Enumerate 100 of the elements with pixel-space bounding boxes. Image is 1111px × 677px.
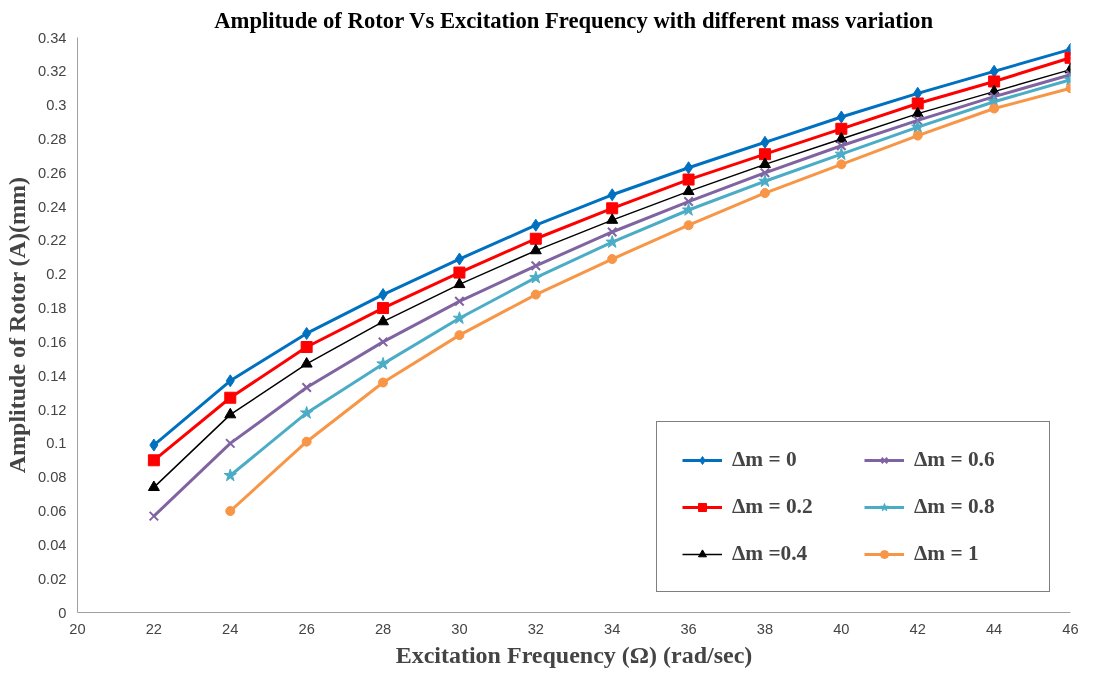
- y-tick-label: 0.14: [37, 367, 67, 384]
- point: [759, 167, 771, 179]
- y-tick-label: 0.04: [37, 536, 67, 553]
- point: [606, 226, 618, 238]
- y-tick-label: 0.16: [37, 333, 67, 350]
- point: [607, 188, 617, 202]
- point: [147, 480, 160, 492]
- point: [453, 266, 466, 279]
- y-tick-label: 0.3: [46, 97, 67, 114]
- point: [225, 438, 236, 449]
- y-tick-label: 0.22: [37, 232, 67, 249]
- point: [530, 260, 542, 272]
- point: [834, 147, 849, 160]
- point: [148, 510, 160, 522]
- point: [529, 232, 542, 245]
- point: [835, 122, 848, 135]
- point: [529, 243, 542, 255]
- legend-label: Δm =0.4: [732, 541, 809, 566]
- point: [530, 289, 541, 300]
- point: [452, 311, 467, 324]
- point: [300, 340, 313, 353]
- x-tick-label: 40: [833, 620, 850, 637]
- x-tick-label: 46: [1062, 620, 1079, 637]
- x-tick-label: 30: [451, 620, 468, 637]
- point: [377, 336, 389, 348]
- point: [454, 252, 464, 266]
- point: [911, 97, 924, 110]
- point: [607, 254, 618, 265]
- x-axis-title: Excitation Frequency (Ω) (rad/sec): [395, 641, 753, 668]
- y-tick-label: 0.2: [46, 266, 67, 283]
- point: [911, 106, 924, 118]
- point: [377, 314, 390, 326]
- point: [682, 184, 695, 196]
- y-axis-title: Amplitude of Rotor (A)(mm): [3, 177, 30, 474]
- point: [453, 277, 466, 289]
- point: [758, 157, 771, 169]
- point: [299, 405, 314, 419]
- point: [989, 64, 999, 78]
- point: [684, 161, 694, 175]
- point: [225, 374, 235, 388]
- point: [376, 356, 390, 370]
- point: [301, 436, 312, 447]
- x-tick-label: 24: [222, 620, 239, 637]
- x-tick-label: 34: [604, 620, 621, 637]
- y-tick-label: 0.08: [37, 469, 67, 486]
- point: [454, 296, 465, 307]
- point: [836, 110, 846, 124]
- point: [605, 235, 619, 248]
- point: [912, 130, 923, 141]
- x-tick-label: 42: [909, 620, 926, 637]
- legend-label: Δm = 0.8: [914, 494, 996, 519]
- point: [606, 202, 619, 215]
- x-tick-label: 44: [985, 620, 1003, 637]
- point: [836, 140, 847, 151]
- point: [758, 174, 772, 188]
- point: [988, 75, 1001, 88]
- point: [225, 506, 236, 517]
- y-tick-label: 0.26: [37, 164, 67, 181]
- x-tick-label: 26: [298, 620, 315, 637]
- point: [147, 454, 160, 467]
- y-tick-label: 0.34: [37, 29, 67, 46]
- legend-label: Δm = 0: [732, 447, 798, 472]
- point: [683, 196, 694, 207]
- x-tick-label: 38: [756, 620, 774, 637]
- point: [300, 357, 313, 368]
- y-tick-label: 0: [58, 604, 67, 621]
- point: [302, 326, 312, 340]
- point: [378, 288, 388, 302]
- point: [377, 302, 390, 315]
- point: [759, 188, 770, 199]
- point: [223, 468, 237, 482]
- point: [681, 203, 696, 216]
- point: [835, 132, 848, 143]
- point: [912, 115, 923, 126]
- point: [913, 86, 923, 100]
- y-tick-label: 0.32: [37, 63, 67, 80]
- point: [989, 103, 1000, 114]
- x-tick-label: 32: [527, 620, 544, 637]
- legend-label: Δm = 0.2: [732, 494, 814, 519]
- y-tick-label: 0.12: [37, 401, 67, 418]
- point: [224, 391, 237, 404]
- y-tick-label: 0.06: [37, 503, 67, 520]
- point: [606, 213, 619, 224]
- point: [378, 377, 389, 388]
- point: [529, 270, 543, 284]
- x-tick-label: 22: [145, 620, 163, 637]
- point: [224, 407, 237, 419]
- legend-label: Δm = 0.6: [914, 447, 996, 472]
- point: [758, 148, 771, 161]
- y-tick-label: 0.02: [37, 570, 67, 587]
- y-tick-label: 0.1: [46, 435, 67, 452]
- point: [301, 382, 312, 393]
- point: [682, 173, 695, 186]
- point: [836, 159, 847, 170]
- point: [149, 438, 159, 452]
- legend-label: Δm = 1: [914, 541, 980, 566]
- x-tick-label: 20: [69, 620, 86, 637]
- point: [531, 218, 541, 232]
- x-tick-label: 28: [374, 620, 392, 637]
- y-tick-label: 0.24: [37, 198, 67, 215]
